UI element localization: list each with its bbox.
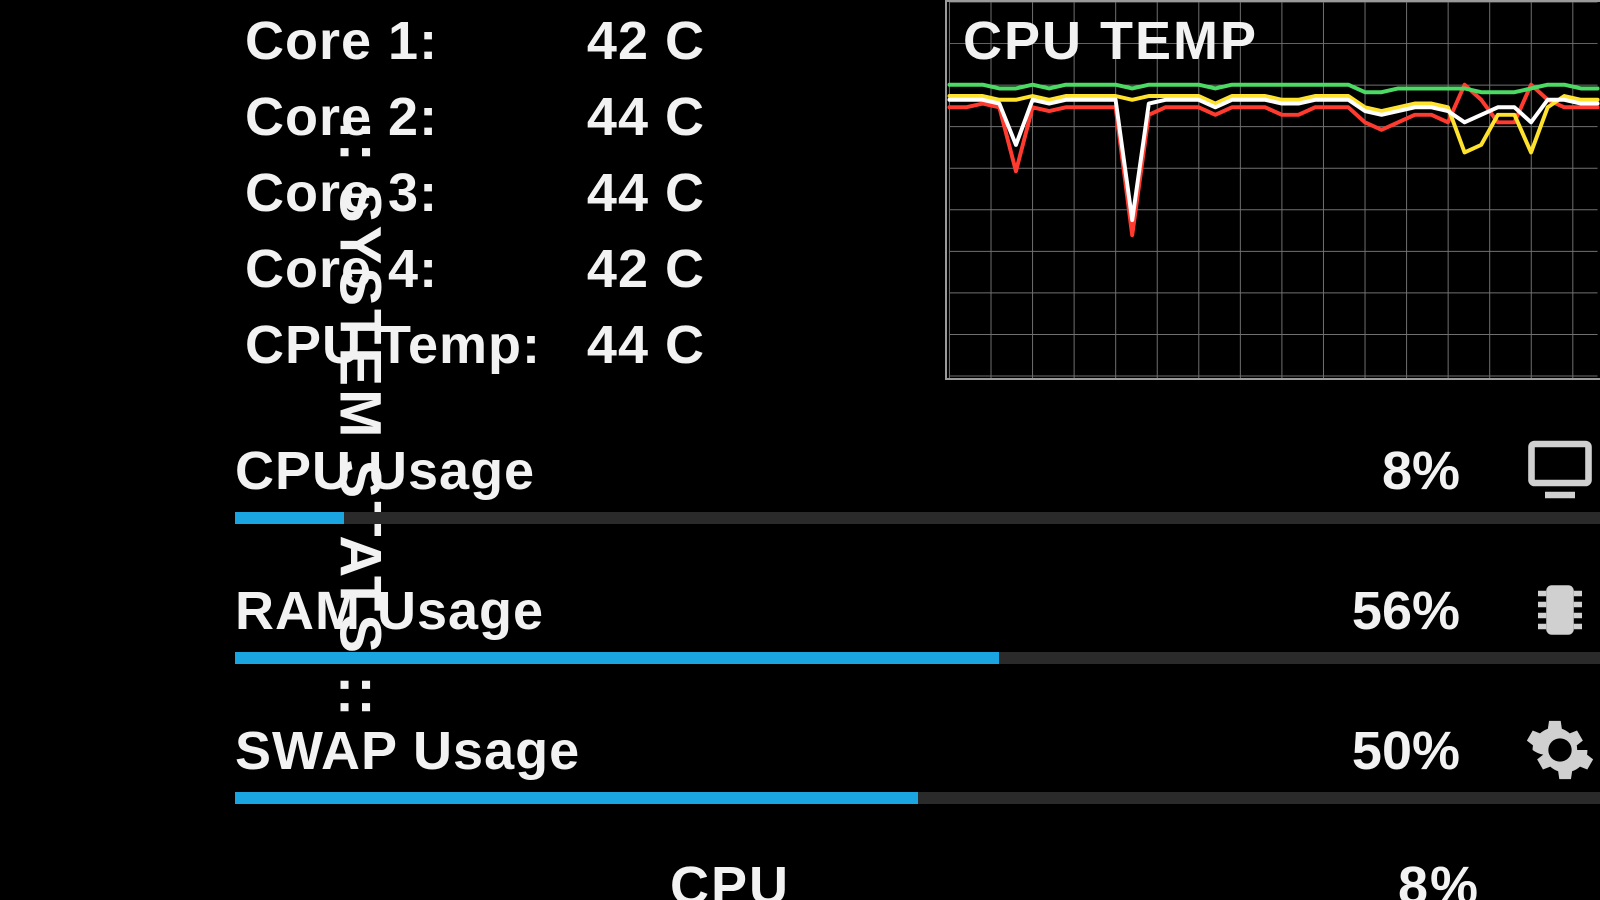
ram-usage-bar-fill bbox=[235, 652, 999, 664]
core-row: Core 2: 44 C bbox=[245, 86, 705, 162]
core-value: 42 C bbox=[587, 238, 705, 300]
core-value: 42 C bbox=[587, 10, 705, 72]
chart-title: CPU TEMP bbox=[963, 10, 1258, 72]
ram-usage-row: RAM Usage 56% bbox=[235, 580, 1600, 720]
core-label: Core 2: bbox=[245, 86, 438, 148]
core-label: Core 1: bbox=[245, 10, 438, 72]
ram-usage-value: 56% bbox=[1352, 580, 1460, 642]
swap-usage-row: SWAP Usage 50% bbox=[235, 720, 1600, 860]
ram-usage-label: RAM Usage bbox=[235, 581, 544, 641]
core-label: Core 4: bbox=[245, 238, 438, 300]
swap-usage-bar-fill bbox=[235, 792, 918, 804]
footer-cpu-label: CPU bbox=[670, 855, 790, 900]
ram-usage-bar-track bbox=[235, 652, 1600, 664]
core-label: CPU Temp: bbox=[245, 314, 541, 376]
core-row: Core 3: 44 C bbox=[245, 162, 705, 238]
footer-cpu-value: 8% bbox=[1398, 855, 1480, 900]
cpu-usage-bar-track bbox=[235, 512, 1600, 524]
core-row: CPU Temp: 44 C bbox=[245, 314, 705, 390]
swap-usage-value: 50% bbox=[1352, 720, 1460, 782]
core-row: Core 4: 42 C bbox=[245, 238, 705, 314]
cpu-usage-bar-fill bbox=[235, 512, 344, 524]
core-value: 44 C bbox=[587, 162, 705, 224]
cpu-usage-value: 8% bbox=[1382, 440, 1460, 502]
cpu-temp-chart: CPU TEMP bbox=[945, 0, 1600, 380]
core-label: Core 3: bbox=[245, 162, 438, 224]
swap-usage-bar-track bbox=[235, 792, 1600, 804]
swap-usage-label: SWAP Usage bbox=[235, 721, 580, 781]
gear-icon[interactable] bbox=[1520, 710, 1600, 790]
core-temp-list: Core 1: 42 C Core 2: 44 C Core 3: 44 C C… bbox=[245, 10, 705, 390]
monitor-icon[interactable] bbox=[1520, 428, 1600, 508]
core-row: Core 1: 42 C bbox=[245, 10, 705, 86]
core-value: 44 C bbox=[587, 314, 705, 376]
ram-chip-icon[interactable] bbox=[1520, 570, 1600, 650]
core-value: 44 C bbox=[587, 86, 705, 148]
cpu-usage-row: CPU Usage 8% bbox=[235, 440, 1600, 580]
cpu-usage-label: CPU Usage bbox=[235, 441, 535, 501]
